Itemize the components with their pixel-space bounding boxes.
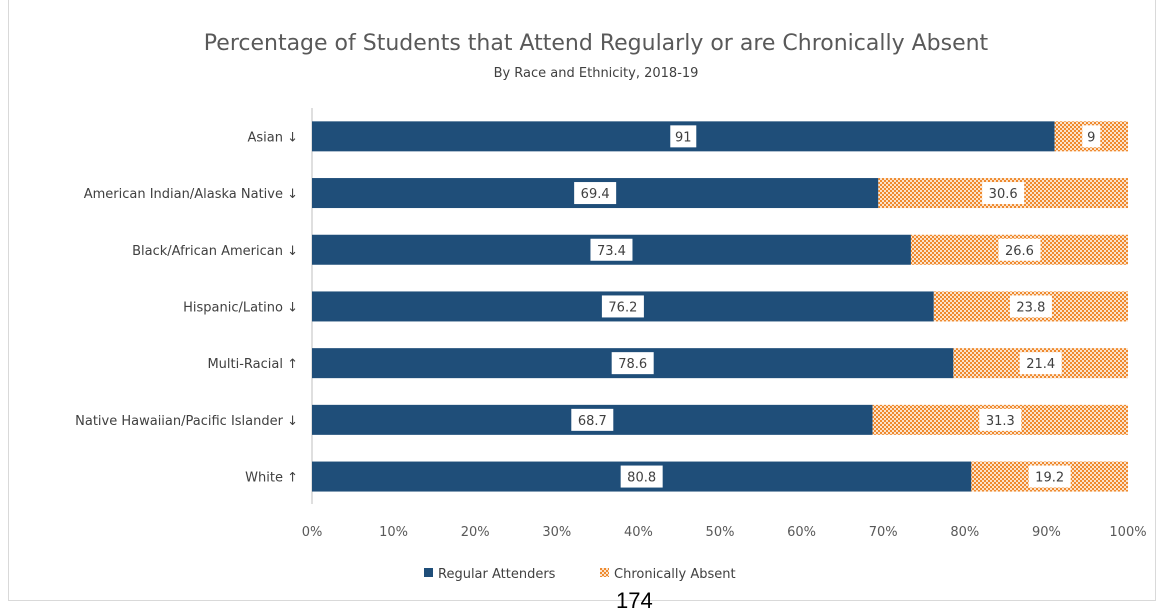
data-label-box bbox=[1082, 125, 1101, 148]
category-label: Asian ↓ bbox=[247, 130, 298, 145]
legend-swatch-regular bbox=[424, 568, 433, 577]
legend-label: Regular Attenders bbox=[438, 567, 556, 582]
data-label-box bbox=[571, 408, 614, 431]
data-label-box bbox=[982, 182, 1025, 205]
category-label: Hispanic/Latino ↓ bbox=[183, 300, 298, 315]
data-label: 91 bbox=[675, 130, 692, 145]
legend-label: Chronically Absent bbox=[614, 567, 736, 582]
data-label: 76.2 bbox=[608, 300, 637, 315]
x-tick-label: 100% bbox=[1109, 525, 1146, 540]
x-tick-label: 90% bbox=[1032, 525, 1061, 540]
chart-title: Percentage of Students that Attend Regul… bbox=[204, 31, 989, 56]
data-label-box bbox=[574, 182, 617, 205]
chart-subtitle: By Race and Ethnicity, 2018-19 bbox=[494, 66, 699, 81]
category-label: White ↑ bbox=[245, 471, 298, 486]
category-label: Multi-Racial ↑ bbox=[207, 357, 298, 372]
data-label-box bbox=[998, 238, 1041, 261]
data-label: 31.3 bbox=[986, 414, 1015, 429]
data-label: 30.6 bbox=[989, 187, 1018, 202]
data-label: 73.4 bbox=[597, 244, 626, 259]
page-number: 174 bbox=[616, 588, 653, 613]
x-tick-label: 0% bbox=[302, 525, 323, 540]
x-tick-label: 70% bbox=[869, 525, 898, 540]
data-label-box bbox=[611, 352, 654, 375]
data-label: 80.8 bbox=[627, 471, 656, 486]
data-label-box bbox=[670, 125, 697, 148]
data-label: 78.6 bbox=[618, 357, 647, 372]
legend-swatch-absent bbox=[600, 568, 609, 577]
category-label: Native Hawaiian/Pacific Islander ↓ bbox=[75, 414, 298, 429]
category-label: American Indian/Alaska Native ↓ bbox=[84, 187, 298, 202]
x-tick-label: 60% bbox=[787, 525, 816, 540]
data-label-box bbox=[979, 408, 1022, 431]
data-label-box bbox=[601, 295, 644, 318]
x-tick-label: 50% bbox=[706, 525, 735, 540]
x-tick-label: 10% bbox=[379, 525, 408, 540]
data-label: 69.4 bbox=[581, 187, 610, 202]
data-label-box bbox=[1019, 352, 1062, 375]
data-label: 21.4 bbox=[1026, 357, 1055, 372]
x-tick-label: 20% bbox=[461, 525, 490, 540]
x-tick-label: 80% bbox=[950, 525, 979, 540]
category-label: Black/African American ↓ bbox=[132, 244, 298, 259]
data-label-box bbox=[1028, 465, 1071, 488]
x-tick-label: 30% bbox=[542, 525, 571, 540]
data-label-box bbox=[590, 238, 633, 261]
data-label: 19.2 bbox=[1035, 471, 1064, 486]
data-label: 26.6 bbox=[1005, 244, 1034, 259]
x-tick-label: 40% bbox=[624, 525, 653, 540]
data-label: 68.7 bbox=[578, 414, 607, 429]
data-label: 23.8 bbox=[1016, 300, 1045, 315]
data-label-box bbox=[620, 465, 663, 488]
data-label-box bbox=[1009, 295, 1052, 318]
data-label: 9 bbox=[1087, 130, 1095, 145]
